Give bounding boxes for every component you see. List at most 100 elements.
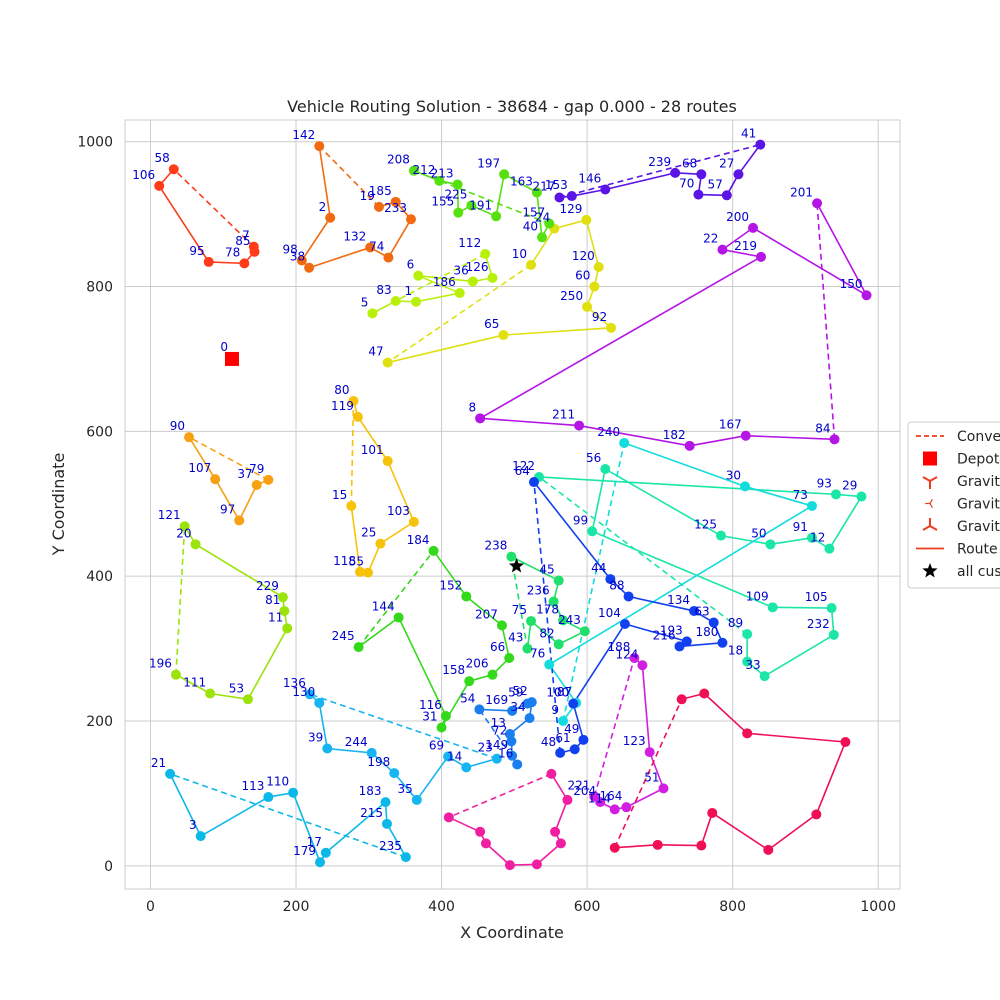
route-segment (350, 505, 361, 572)
customer-point (380, 797, 391, 808)
customer-point (452, 179, 463, 190)
route-segment (416, 756, 449, 801)
customer-point (824, 543, 835, 554)
customer-label: 44 (591, 561, 606, 575)
customer-point (381, 818, 392, 829)
customer-point (699, 688, 710, 699)
route-segment (591, 468, 607, 532)
customer-point (733, 169, 744, 180)
customer-label: 116 (419, 698, 442, 712)
customer-label: 134 (667, 593, 690, 607)
customer-point (464, 676, 475, 687)
customer-label: 157 (522, 206, 545, 220)
customer-point (600, 184, 611, 195)
customer-label: 142 (292, 128, 315, 142)
x-axis-label: X Coordinate (460, 923, 564, 942)
customer-point (165, 768, 176, 779)
customer-label: 21 (151, 756, 166, 770)
customer-label: 97 (220, 502, 235, 516)
customer-point (670, 167, 681, 178)
customer-label: 81 (265, 593, 280, 607)
customer-point (498, 330, 509, 341)
customer-label: 16 (498, 746, 513, 760)
customer-point (413, 270, 424, 281)
customer-point (170, 669, 181, 680)
customer-point (443, 812, 454, 823)
customer-point (756, 251, 767, 262)
customer-point (251, 479, 262, 490)
customer-label: 146 (578, 172, 601, 186)
route-segment (210, 692, 249, 701)
customer-label: 123 (623, 734, 646, 748)
y-tick-label: 200 (86, 714, 113, 730)
route-segment (585, 219, 600, 268)
route-segment (770, 537, 813, 546)
customer-point (582, 301, 593, 312)
route-segment (626, 787, 664, 808)
route-segment (623, 442, 746, 488)
route-segment (562, 442, 625, 722)
route-segment (175, 673, 211, 695)
customer-label: 244 (345, 735, 368, 749)
customer-point (767, 602, 778, 613)
route-segment (511, 555, 560, 582)
route-segment (397, 617, 447, 717)
customer-point (696, 840, 707, 851)
customer-label: 40 (523, 219, 538, 233)
customer-label: 119 (331, 399, 354, 413)
y-tick-label: 0 (104, 859, 113, 875)
customer-point (829, 434, 840, 445)
customer-point (717, 244, 728, 255)
customer-point (480, 248, 491, 259)
route-segment (466, 757, 498, 769)
customer-point (526, 259, 537, 270)
customer-point (830, 489, 841, 500)
customer-label: 68 (682, 156, 697, 170)
route-segment (308, 246, 371, 269)
route-segment (752, 227, 867, 296)
customer-label: 201 (790, 185, 813, 199)
customer-point (619, 618, 630, 629)
customer-point (314, 141, 325, 152)
customer-point (496, 620, 507, 631)
route-segment (539, 476, 837, 496)
route-segment (689, 434, 746, 447)
customer-point (366, 747, 377, 758)
route-segment (720, 534, 771, 546)
route-segment (292, 792, 321, 863)
customer-label: 163 (510, 174, 533, 188)
customer-label: 221 (567, 778, 590, 792)
customer-label: 105 (805, 590, 828, 604)
route-segment (747, 732, 846, 743)
customer-label: 130 (292, 685, 315, 699)
customer-label: 103 (387, 504, 410, 518)
route-segment (816, 202, 868, 296)
customer-label: 213 (431, 166, 454, 180)
customer-point (765, 539, 776, 550)
customer-label: 35 (398, 782, 413, 796)
customer-label: 112 (458, 236, 481, 250)
route-segment (721, 227, 754, 251)
route-segment (318, 145, 380, 208)
customer-point (740, 481, 750, 492)
route-segment (301, 217, 331, 261)
customer-label: 153 (545, 178, 568, 192)
route-segment (372, 253, 486, 315)
customer-label: 158 (442, 663, 465, 677)
customer-label: 30 (726, 468, 741, 482)
customer-point (554, 192, 565, 203)
route-segment (586, 306, 612, 329)
customer-point (279, 605, 290, 616)
customer-point (696, 169, 707, 180)
route-segment (554, 799, 569, 833)
customer-point (544, 659, 555, 670)
route-segment (208, 261, 245, 265)
legend-tri-stroke (922, 525, 931, 531)
customer-label: 152 (439, 578, 462, 592)
y-axis-label: Y Coordinate (49, 453, 68, 557)
customer-label: 11 (268, 610, 283, 624)
customer-label: 10 (512, 247, 527, 261)
route-segment (533, 481, 612, 580)
customer-point (355, 566, 366, 577)
